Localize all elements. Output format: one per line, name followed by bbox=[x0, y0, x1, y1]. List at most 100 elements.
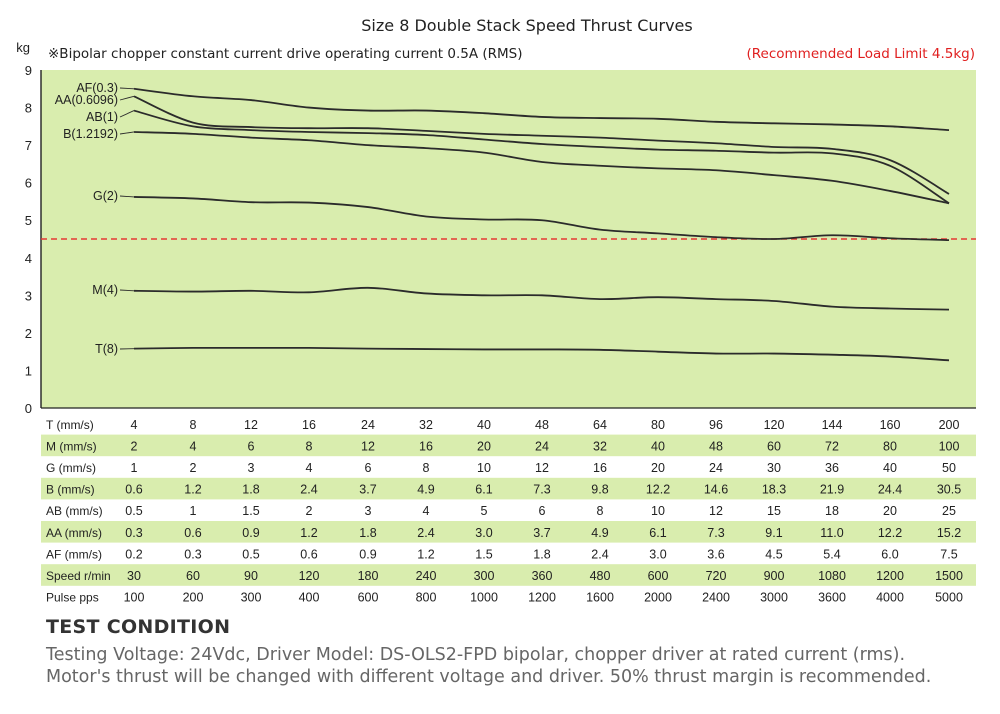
thrust-chart: Size 8 Double Stack Speed Thrust Curves … bbox=[16, 16, 976, 605]
table-band bbox=[41, 521, 976, 543]
table-cell: 0.9 bbox=[242, 526, 259, 540]
table-cell: 60 bbox=[186, 569, 200, 583]
series-label: AA(0.6096) bbox=[55, 93, 118, 107]
chart-subtitle: ※Bipolar chopper constant current drive … bbox=[48, 46, 523, 62]
table-cell: 40 bbox=[651, 439, 665, 453]
table-cell: 16 bbox=[419, 439, 433, 453]
table-band bbox=[41, 434, 976, 457]
table-row-label: M (mm/s) bbox=[46, 439, 97, 453]
table-cell: 12 bbox=[244, 418, 258, 432]
y-axis-label: kg bbox=[16, 40, 30, 55]
table-cell: 40 bbox=[883, 461, 897, 475]
table-cell: 30.5 bbox=[937, 483, 961, 497]
table-cell: 6.0 bbox=[881, 547, 898, 561]
series-label-leader bbox=[119, 95, 135, 101]
table-cell: 3 bbox=[365, 504, 372, 518]
table-cell: 0.9 bbox=[359, 547, 376, 561]
series-label: B(1.2192) bbox=[63, 127, 118, 141]
table-cell: 48 bbox=[535, 418, 549, 432]
table-cell: 3600 bbox=[818, 591, 846, 605]
table-cell: 4 bbox=[306, 461, 313, 475]
table-cell: 18.3 bbox=[762, 483, 786, 497]
table-cell: 300 bbox=[474, 569, 495, 583]
table-cell: 12.2 bbox=[646, 483, 670, 497]
table-cell: 1.2 bbox=[417, 547, 434, 561]
table-cell: 32 bbox=[593, 439, 607, 453]
table-cell: 800 bbox=[416, 591, 437, 605]
table-cell: 4 bbox=[423, 504, 430, 518]
table-cell: 9.8 bbox=[591, 483, 608, 497]
table-cell: 6.1 bbox=[649, 526, 666, 540]
table-cell: 480 bbox=[590, 569, 611, 583]
table-row-label: AA (mm/s) bbox=[46, 526, 102, 540]
table-cell: 4.9 bbox=[591, 526, 608, 540]
table-cell: 3.0 bbox=[475, 526, 492, 540]
table-cell: 3 bbox=[248, 461, 255, 475]
y-tick-label: 1 bbox=[25, 363, 32, 378]
table-cell: 200 bbox=[183, 591, 204, 605]
table-row-label: T (mm/s) bbox=[46, 418, 94, 432]
series-line bbox=[133, 286, 950, 311]
table-cell: 60 bbox=[767, 439, 781, 453]
y-tick-label: 3 bbox=[25, 288, 32, 303]
table-cell: 24 bbox=[361, 418, 375, 432]
table-cell: 3.7 bbox=[359, 483, 376, 497]
series-label: G(2) bbox=[93, 189, 118, 203]
table-cell: 160 bbox=[880, 418, 901, 432]
table-cell: 12 bbox=[535, 461, 549, 475]
table-cell: 1200 bbox=[528, 591, 556, 605]
table-cell: 0.6 bbox=[184, 526, 201, 540]
table-cell: 12 bbox=[709, 504, 723, 518]
table-cell: 21.9 bbox=[820, 483, 844, 497]
series-line bbox=[133, 95, 950, 195]
series-label-leader bbox=[119, 289, 135, 292]
y-axis: 0 1 2 3 4 5 6 7 8 9 bbox=[25, 63, 32, 416]
table-cell: 0.2 bbox=[125, 547, 142, 561]
table-cell: 2 bbox=[131, 439, 138, 453]
table-cell: 1.5 bbox=[475, 547, 492, 561]
table-cell: 1600 bbox=[586, 591, 614, 605]
table-cell: 12.2 bbox=[878, 526, 902, 540]
table-cell: 6 bbox=[539, 504, 546, 518]
table-cell: 5.4 bbox=[823, 547, 840, 561]
series-label: AF(0.3) bbox=[76, 81, 118, 95]
table-cell: 1000 bbox=[470, 591, 498, 605]
table-row-label: G (mm/s) bbox=[46, 461, 96, 475]
y-tick-label: 9 bbox=[25, 63, 32, 78]
table-cell: 0.5 bbox=[242, 547, 259, 561]
table-cell: 600 bbox=[358, 591, 379, 605]
table-band bbox=[41, 564, 976, 586]
table-cell: 11.0 bbox=[820, 526, 843, 540]
test-condition: TEST CONDITION Testing Voltage: 24Vdc, D… bbox=[46, 616, 986, 688]
table-cell: 900 bbox=[764, 569, 785, 583]
test-condition-line-1: Testing Voltage: 24Vdc, Driver Model: DS… bbox=[46, 645, 906, 665]
table-cell: 5 bbox=[481, 504, 488, 518]
table-cell: 8 bbox=[597, 504, 604, 518]
table-row-label: Speed r/min bbox=[46, 569, 111, 583]
y-tick-label: 5 bbox=[25, 213, 32, 228]
table-row-label: AF (mm/s) bbox=[46, 547, 102, 561]
table-cell: 10 bbox=[477, 461, 491, 475]
y-tick-label: 8 bbox=[25, 101, 32, 116]
series-line bbox=[133, 87, 950, 131]
series-line bbox=[133, 109, 950, 205]
series-label-leader bbox=[119, 110, 135, 118]
table-cell: 2.4 bbox=[300, 483, 317, 497]
table-cell: 16 bbox=[593, 461, 607, 475]
table-cell: 120 bbox=[764, 418, 785, 432]
table-cell: 90 bbox=[244, 569, 258, 583]
test-condition-heading: TEST CONDITION bbox=[46, 616, 231, 638]
recommended-limit-label: (Recommended Load Limit 4.5kg) bbox=[747, 46, 976, 62]
table-cell: 48 bbox=[709, 439, 723, 453]
table-cell: 300 bbox=[241, 591, 262, 605]
table-row-label: AB (mm/s) bbox=[46, 504, 103, 518]
table-cell: 24 bbox=[709, 461, 723, 475]
y-tick-label: 2 bbox=[25, 326, 32, 341]
series-line bbox=[133, 131, 950, 205]
table-cell: 2 bbox=[190, 461, 197, 475]
y-tick-label: 0 bbox=[25, 401, 32, 416]
table-cell: 9.1 bbox=[765, 526, 782, 540]
table-cell: 4000 bbox=[876, 591, 904, 605]
table-cell: 7.3 bbox=[707, 526, 724, 540]
table-cell: 64 bbox=[593, 418, 607, 432]
